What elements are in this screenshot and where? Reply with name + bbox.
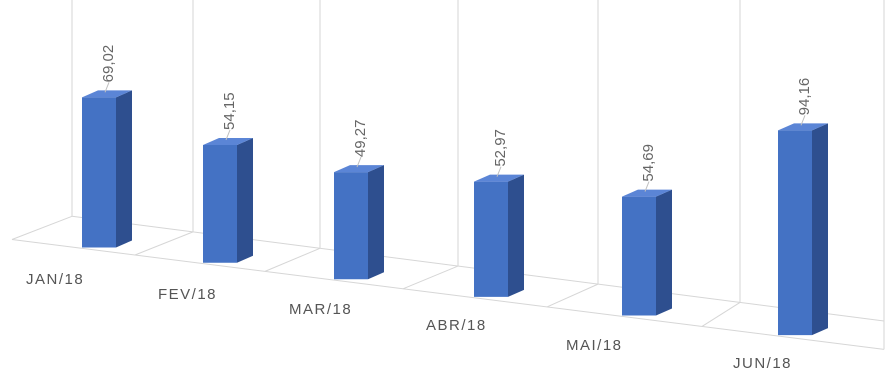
bar [474, 174, 524, 297]
floor-divider [264, 247, 321, 272]
x-tick-label: FEV/18 [158, 286, 217, 303]
bar-front [622, 196, 656, 316]
label-leader [104, 82, 110, 93]
x-tick-label: ABR/18 [426, 317, 487, 334]
bar [334, 165, 384, 280]
floor-divider [701, 302, 741, 327]
bar-side [237, 137, 253, 263]
floor-front-line [11, 239, 885, 350]
bar-side [812, 123, 828, 336]
bar-side [368, 165, 384, 280]
labels: 69,02 54,15 49,27 52,97 54,69 94,16 JAN/18 FEV/… [26, 45, 813, 372]
data-label: 94,16 [796, 78, 813, 116]
bar [203, 137, 253, 263]
bar-top [474, 174, 524, 182]
x-tick-label: MAR/18 [289, 301, 352, 318]
label-leader [800, 115, 806, 126]
floor-divider [11, 215, 73, 240]
floor-divider [402, 265, 459, 290]
bar-top [334, 165, 384, 173]
bar-side [656, 189, 672, 316]
label-leader [356, 156, 362, 168]
data-label: 54,69 [640, 144, 657, 182]
bar-front [334, 172, 368, 280]
x-tick-label: MAI/18 [566, 337, 623, 354]
bar-front [203, 144, 237, 263]
gridlines [11, 0, 885, 350]
bar-front [82, 97, 116, 248]
bar-front [474, 181, 508, 297]
bar-front [778, 130, 812, 336]
floor-divider [546, 283, 599, 308]
floor-divider [134, 231, 194, 256]
bar [622, 189, 672, 316]
bar [778, 123, 828, 336]
bar-top [778, 123, 828, 131]
bar-top [82, 90, 132, 98]
label-leader [225, 129, 231, 141]
x-tick-label: JAN/18 [26, 271, 84, 288]
bar-top [622, 189, 672, 197]
x-tick-label: JUN/18 [733, 355, 792, 372]
data-label: 49,27 [352, 120, 369, 158]
data-label: 54,15 [221, 92, 238, 130]
bar [82, 90, 132, 248]
bars [82, 90, 828, 336]
data-label: 52,97 [492, 129, 509, 167]
bar-side [116, 90, 132, 248]
label-leader [644, 181, 650, 192]
label-leader [496, 166, 502, 177]
bar-top [203, 137, 253, 145]
data-label: 69,02 [100, 45, 117, 83]
bar-side [508, 174, 524, 297]
